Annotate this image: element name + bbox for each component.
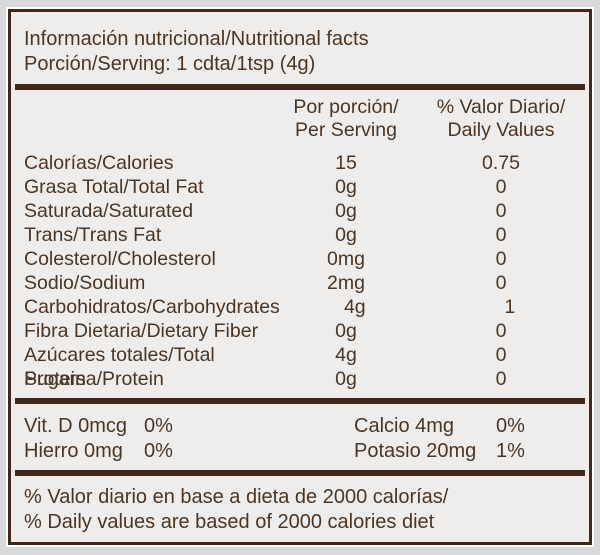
nutrient-name: Calorías/Calories [24,152,174,174]
micronutrient-spacer [204,414,354,439]
micronutrient-name: Hierro 0mg [24,440,123,462]
nutrient-amount: 0g [335,368,357,390]
nutrient-daily-value: 0 [495,344,507,366]
nutrient-daily-value: 1 [504,296,516,318]
nutrient-daily-value: 0.75 [482,152,520,174]
divider-bottom [15,470,585,476]
micronutrient-name: Vit. D 0mcg [24,415,127,437]
table-row-saturated-fat: Saturada/Saturated 0g 0 [11,199,589,223]
nutrient-daily-value: 0 [495,176,507,198]
table-row-total-sugars: Azúcares totales/Total Sugars 4g 0 [11,343,589,390]
nutrient-amount: 15 [335,152,357,174]
nutrition-facts-label: Información nutricional/Nutritional fact… [8,9,592,545]
nutrient-name: Carbohidratos/Carbohydrates [24,296,280,318]
table-row-trans-fat: Trans/Trans Fat 0g 0 [11,223,589,247]
nutrient-amount: 2mg [327,272,365,294]
column-header-per-serving: Por porción/ Per Serving [293,96,399,141]
nutrient-amount: 0g [335,224,357,246]
serving-size: Porción/Serving: 1 cdta/1tsp (4g) [24,53,316,75]
table-row-sodium: Sodio/Sodium 2mg 0 [11,271,589,295]
nutrient-amount: 0g [335,320,357,342]
micronutrient-name: Calcio 4mg [354,415,455,437]
table-row-dietary-fiber: Fibra Dietaria/Dietary Fiber 0g 0 [11,319,589,343]
nutrient-name: Grasa Total/Total Fat [24,176,204,198]
nutrient-name: Proteina/Protein [24,368,164,390]
nutrient-daily-value: 0 [495,200,507,222]
divider-top [15,84,585,90]
nutrient-name: Colesterol/Cholesterol [24,248,216,270]
micronutrient-daily-value: 1% [496,440,525,462]
micronutrient-daily-value: 0% [496,415,525,437]
column-headers: Por porción/ Per Serving % Valor Diario/… [11,90,589,142]
micronutrient-name: Potasio 20mg [354,440,477,462]
label-header: Información nutricional/Nutritional fact… [11,12,589,77]
nutrient-daily-value: 0 [495,272,507,294]
table-row-protein: Proteina/Protein 0g 0 [11,367,589,391]
nutrient-daily-value: 0 [495,248,507,270]
micronutrient-daily-value: 0% [144,440,173,462]
nutrient-table: Calorías/Calories 15 0.75 Grasa Total/To… [11,151,589,391]
footnote-line-spanish: % Valor diario en base a dieta de 2000 c… [24,486,449,508]
nutrient-daily-value: 0 [495,224,507,246]
nutrient-name: Saturada/Saturated [24,200,194,222]
micronutrient-spacer [204,439,354,464]
nutrient-amount: 0g [335,176,357,198]
nutrient-amount: 4g [343,296,366,318]
nutrient-daily-value: 0 [495,320,507,342]
nutrient-daily-value: 0 [495,368,507,390]
nutrient-name: Azúcares totales/Total Sugars [24,344,215,390]
column-header-spacer [24,96,271,142]
table-row-cholesterol: Colesterol/Cholesterol 0mg 0 [11,247,589,271]
nutrient-name: Sodio/Sodium [24,272,146,294]
footnote: % Valor diario en base a dieta de 2000 c… [11,476,589,535]
nutrient-amount: 0g [335,200,357,222]
footnote-line-english: % Daily values are based of 2000 calorie… [24,511,435,533]
nutrient-name: Trans/Trans Fat [24,224,162,246]
nutrient-amount: 4g [335,344,357,366]
divider-middle [15,398,585,404]
nutrient-amount: 0mg [327,248,365,270]
table-row-carbohydrates: Carbohidratos/Carbohydrates 4g 1 [11,295,589,319]
table-row-total-fat: Grasa Total/Total Fat 0g 0 [11,175,589,199]
label-title: Información nutricional/Nutritional fact… [24,28,369,50]
column-header-daily-values: % Valor Diario/ Daily Values [436,96,566,141]
micronutrient-section: Vit. D 0mcg 0% Calcio 4mg 0% Hierro 0mg … [11,404,589,464]
table-row-calories: Calorías/Calories 15 0.75 [11,151,589,175]
micronutrient-daily-value: 0% [144,415,173,437]
nutrient-name: Fibra Dietaria/Dietary Fiber [24,320,259,342]
